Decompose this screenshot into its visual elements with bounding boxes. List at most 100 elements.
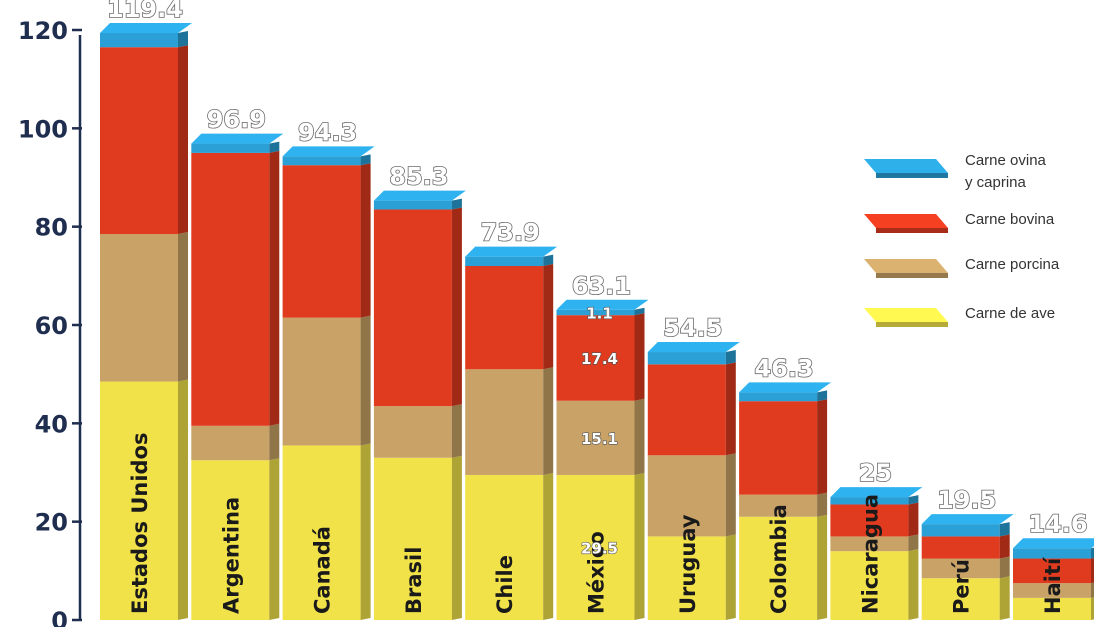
bar-segment-carne-porcina bbox=[739, 494, 818, 517]
bar-segment-carne-porcina bbox=[465, 369, 544, 475]
bar-segment-carne-porcina-side bbox=[634, 398, 645, 475]
total-label: 119.4 bbox=[107, 0, 183, 23]
y-tick-label: 0 bbox=[51, 607, 68, 627]
bar-segment-carne-bovina bbox=[465, 266, 544, 370]
total-label: 54.5 bbox=[663, 314, 722, 342]
bar-segment-carne-porcina-side bbox=[999, 556, 1010, 579]
bar-segment-carne-ovina-y-caprina-side bbox=[634, 307, 645, 316]
bar-segment-carne-ovina-y-caprina bbox=[556, 309, 635, 316]
y-tick-label: 60 bbox=[35, 312, 68, 340]
bar-segment-carne-porcina-side bbox=[451, 404, 462, 458]
bar-argentina: 96.9 Argentina bbox=[191, 105, 284, 620]
bar-top-face bbox=[556, 299, 649, 310]
bar-segment-carne-porcina bbox=[191, 425, 270, 461]
legend-swatch-edge bbox=[876, 273, 948, 278]
bar-uruguay: 54.5 Uruguay bbox=[647, 313, 740, 620]
bar-segment-carne-de-ave bbox=[921, 578, 1000, 620]
bar-segment-carne-ovina-y-caprina-side bbox=[360, 154, 371, 166]
bar-top-face bbox=[100, 22, 192, 33]
bar-segment-carne-porcina-side bbox=[725, 453, 736, 537]
category-label: Colombia bbox=[767, 504, 791, 614]
category-label: Brasil bbox=[402, 547, 426, 614]
total-label: 85.3 bbox=[389, 163, 448, 191]
bar-top-face bbox=[373, 190, 466, 201]
bar-segment-carne-bovina bbox=[739, 401, 818, 495]
legend-label: y caprina bbox=[965, 174, 1027, 191]
legend-entry: Carne bovina bbox=[864, 211, 1055, 233]
bar-segment-carne-bovina-side bbox=[451, 207, 462, 407]
bar-segment-carne-de-ave-side bbox=[634, 472, 645, 620]
total-label: 14.6 bbox=[1028, 510, 1087, 538]
y-axis: 0 20 40 60 80 100 120 bbox=[18, 17, 82, 627]
bar-segment-carne-porcina-side bbox=[269, 423, 280, 461]
bar-segment-carne-bovina bbox=[556, 315, 635, 401]
legend-entry: Carne ovina y caprina bbox=[864, 152, 1047, 191]
bar-segment-carne-ovina-y-caprina-side bbox=[725, 350, 736, 365]
bar-segment-carne-ovina-y-caprina-side bbox=[817, 390, 828, 402]
bar-segment-carne-de-ave-side bbox=[1091, 597, 1094, 620]
bar-segment-carne-ovina-y-caprina bbox=[282, 156, 361, 166]
bar-nicaragua: 25 Nicaragua bbox=[830, 458, 923, 620]
bars: 119.4 Estados Unidos 96.9 Argentina 94.3 Cana… bbox=[100, 0, 1094, 620]
bar-segment-carne-bovina bbox=[830, 504, 909, 537]
bar-segment-carne-ovina-y-caprina bbox=[465, 256, 544, 266]
bar-segment-carne-porcina bbox=[1013, 583, 1091, 598]
bar-canada: 94.3 Canadá bbox=[282, 118, 375, 620]
bar-segment-carne-porcina-side bbox=[1091, 582, 1094, 598]
legend-swatch bbox=[864, 308, 948, 322]
bar-segment-carne-de-ave-side bbox=[908, 549, 919, 620]
bar-segment-carne-de-ave bbox=[647, 536, 726, 620]
bar-segment-carne-ovina-y-caprina bbox=[830, 497, 909, 505]
bar-segment-carne-de-ave bbox=[282, 445, 361, 620]
category-label: Chile bbox=[493, 555, 517, 614]
bar-segment-carne-de-ave-side bbox=[178, 379, 188, 620]
bar-peru: 19.5 Perú bbox=[921, 485, 1014, 620]
bar-segment-carne-bovina bbox=[1013, 558, 1091, 584]
legend-swatch-edge bbox=[876, 228, 948, 233]
segment-label: 15.1 bbox=[581, 430, 618, 448]
bar-segment-carne-porcina-side bbox=[908, 534, 919, 552]
bar-segment-carne-porcina-side bbox=[543, 367, 554, 475]
bar-segment-carne-ovina-y-caprina bbox=[647, 352, 726, 365]
segment-label: 17.4 bbox=[581, 350, 618, 368]
category-label: Estados Unidos bbox=[128, 433, 152, 614]
bar-segment-carne-de-ave bbox=[100, 381, 178, 620]
category-label: Canadá bbox=[311, 526, 335, 614]
bar-top-face bbox=[647, 342, 740, 353]
bar-segment-carne-bovina bbox=[191, 152, 270, 426]
y-tick-label: 80 bbox=[35, 214, 68, 242]
bar-segment-carne-ovina-y-caprina bbox=[921, 524, 1000, 537]
bar-segment-carne-bovina-side bbox=[817, 399, 828, 495]
bar-segment-carne-porcina-side bbox=[178, 232, 188, 382]
bar-estados-unidos: 119.4 Estados Unidos bbox=[100, 0, 192, 620]
legend-swatch-edge bbox=[876, 173, 948, 178]
bar-segment-carne-bovina-side bbox=[1091, 557, 1094, 584]
y-tick-label: 20 bbox=[35, 509, 68, 537]
bar-segment-carne-ovina-y-caprina-side bbox=[1091, 547, 1094, 559]
bar-top-face bbox=[191, 133, 284, 144]
bar-top-face bbox=[739, 382, 832, 393]
bar-segment-carne-bovina bbox=[373, 209, 452, 407]
bar-mexico: 63.1 México bbox=[556, 271, 649, 620]
bar-segment-carne-ovina-y-caprina bbox=[191, 143, 270, 153]
category-label: Argentina bbox=[219, 497, 243, 614]
category-label: Perú bbox=[950, 559, 974, 614]
bar-segment-carne-de-ave-side bbox=[360, 443, 371, 620]
segment-label: 1.1 bbox=[586, 304, 613, 322]
bar-segment-carne-bovina-side bbox=[178, 45, 188, 235]
bar-chile: 73.9 Chile bbox=[465, 218, 558, 620]
bar-segment-carne-de-ave bbox=[1013, 597, 1091, 620]
bar-segment-carne-ovina-y-caprina-side bbox=[178, 30, 188, 48]
legend-label: Carne porcina bbox=[965, 256, 1060, 273]
total-label: 46.3 bbox=[754, 354, 813, 382]
legend-swatch-edge bbox=[876, 322, 948, 327]
bar-segment-carne-bovina-side bbox=[269, 150, 280, 426]
bar-segment-carne-bovina bbox=[647, 364, 726, 456]
segment-label: 29.5 bbox=[581, 539, 618, 557]
bar-segment-carne-porcina bbox=[647, 455, 726, 537]
bar-segment-carne-de-ave-side bbox=[451, 455, 462, 620]
bar-segment-carne-ovina-y-caprina-side bbox=[543, 254, 554, 266]
bar-segment-carne-ovina-y-caprina-side bbox=[451, 198, 462, 210]
legend: Carne ovina y caprina Carne bovina Carne po… bbox=[864, 152, 1060, 327]
